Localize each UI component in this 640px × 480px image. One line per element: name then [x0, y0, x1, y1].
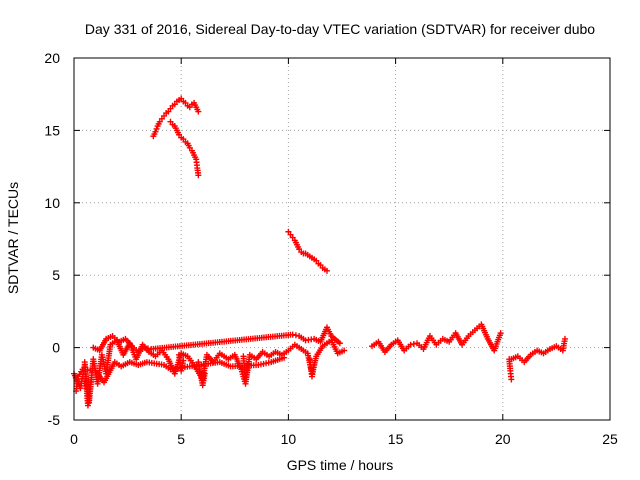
- data-point: [201, 370, 208, 377]
- data-point: [311, 361, 318, 368]
- data-point: [144, 345, 151, 352]
- data-point: [407, 341, 414, 348]
- data-point: [88, 376, 95, 383]
- x-tick-label: 10: [281, 431, 297, 447]
- data-point: [292, 332, 299, 339]
- y-tick-label: 0: [52, 340, 60, 356]
- data-point: [281, 354, 288, 361]
- x-tick-label: 5: [177, 431, 185, 447]
- x-tick-label: 0: [70, 431, 78, 447]
- x-axis-label: GPS time / hours: [287, 457, 394, 473]
- data-point: [195, 172, 202, 179]
- data-point: [195, 108, 202, 115]
- y-tick-label: 5: [52, 267, 60, 283]
- grid-lines: [74, 58, 610, 420]
- axis-ticks: [73, 57, 611, 421]
- y-tick-label: 20: [44, 50, 60, 66]
- x-tick-label: 25: [602, 431, 618, 447]
- data-point: [153, 125, 160, 132]
- data-point: [141, 344, 148, 351]
- data-point: [497, 330, 504, 337]
- data-points: [71, 95, 568, 409]
- data-point: [152, 128, 159, 135]
- y-tick-label: 10: [44, 195, 60, 211]
- data-point: [289, 331, 296, 338]
- data-point: [180, 357, 187, 364]
- y-axis-label: SDTVAR / TECUs: [5, 182, 21, 294]
- x-tick-label: 15: [388, 431, 404, 447]
- data-point: [323, 267, 330, 274]
- y-tick-label: 15: [44, 122, 60, 138]
- data-point: [410, 340, 417, 347]
- tick-labels: 0 5 10 15 20 25 -5 0 5 10 15 20: [44, 50, 618, 447]
- y-tick-label: -5: [48, 412, 61, 428]
- data-point: [336, 340, 343, 347]
- data-point: [508, 376, 515, 383]
- x-tick-label: 20: [495, 431, 511, 447]
- data-point: [561, 335, 568, 342]
- data-point: [341, 347, 348, 354]
- chart-title: Day 331 of 2016, Sidereal Day-to-day VTE…: [85, 21, 595, 37]
- plot-frame: [73, 57, 611, 421]
